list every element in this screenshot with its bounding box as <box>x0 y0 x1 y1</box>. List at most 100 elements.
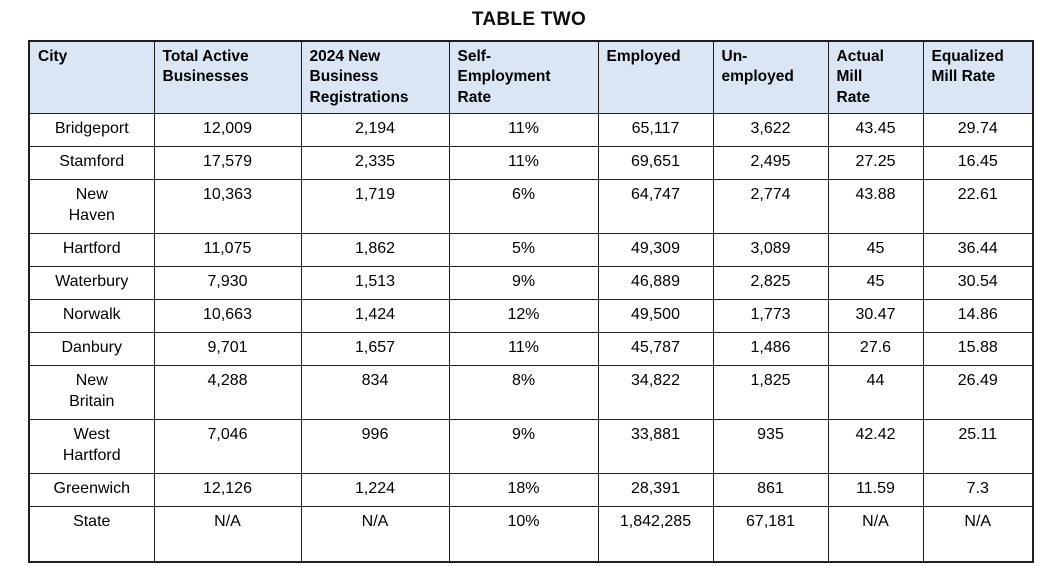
table-cell: 12% <box>448 298 599 333</box>
header-row: City Total Active Businesses 2024 New Busi… <box>28 40 1034 114</box>
table-cell: 33,881 <box>597 418 714 474</box>
table-row: Stamford 17,579 2,335 11% 69,651 2,495 27.25 16… <box>28 145 1034 180</box>
table-cell: 8% <box>448 364 599 420</box>
table-cell: 28,391 <box>597 472 714 507</box>
table-cell: 30.47 <box>827 298 924 333</box>
table-cell: 1,424 <box>300 298 450 333</box>
table-cell: 9,701 <box>153 331 302 366</box>
table-cell: 1,825 <box>712 364 829 420</box>
table-row: Bridgeport 12,009 2,194 11% 65,117 3,622 43.45… <box>28 112 1034 147</box>
table-row: Waterbury 7,930 1,513 9% 46,889 2,825 45 30.54 <box>28 265 1034 300</box>
table-cell: 12,126 <box>153 472 302 507</box>
table-cell: Bridgeport <box>28 112 155 147</box>
table-header: City Total Active Businesses 2024 New Busi… <box>28 40 1034 114</box>
table-row: New Haven 10,363 1,719 6% 64,747 2,774 43.88 22… <box>28 178 1034 234</box>
table-cell: 1,862 <box>300 232 450 267</box>
table-cell: 1,513 <box>300 265 450 300</box>
table-cell: 49,309 <box>597 232 714 267</box>
table-cell: 67,181 <box>712 505 829 563</box>
table-cell: 1,842,285 <box>597 505 714 563</box>
table-cell: 11.59 <box>827 472 924 507</box>
table-cell: N/A <box>922 505 1034 563</box>
table-cell: 27.25 <box>827 145 924 180</box>
table-cell: 861 <box>712 472 829 507</box>
table-cell: 27.6 <box>827 331 924 366</box>
table-row: Norwalk 10,663 1,424 12% 49,500 1,773 30.47 14.… <box>28 298 1034 333</box>
table-cell: 45 <box>827 232 924 267</box>
table-cell: 29.74 <box>922 112 1034 147</box>
table-cell: Greenwich <box>28 472 155 507</box>
table-cell: 5% <box>448 232 599 267</box>
table-cell: Stamford <box>28 145 155 180</box>
table-cell: 1,657 <box>300 331 450 366</box>
table-cell: 1,773 <box>712 298 829 333</box>
header-cell: Un- employed <box>712 40 829 114</box>
table-cell: 42.42 <box>827 418 924 474</box>
table-row: Danbury 9,701 1,657 11% 45,787 1,486 27.6 15.88 <box>28 331 1034 366</box>
table-cell: 10,363 <box>153 178 302 234</box>
table-cell: 2,495 <box>712 145 829 180</box>
table-cell: Danbury <box>28 331 155 366</box>
header-cell: Self- Employment Rate <box>448 40 599 114</box>
table-body: Bridgeport 12,009 2,194 11% 65,117 3,622 43.45… <box>28 112 1034 563</box>
table-cell: N/A <box>300 505 450 563</box>
table-cell: New Haven <box>28 178 155 234</box>
table-cell: 49,500 <box>597 298 714 333</box>
table-row: West Hartford 7,046 996 9% 33,881 935 42.42 25.… <box>28 418 1034 474</box>
table-cell: 65,117 <box>597 112 714 147</box>
table-cell: 11% <box>448 331 599 366</box>
table-cell: 2,774 <box>712 178 829 234</box>
table-cell: 45,787 <box>597 331 714 366</box>
table-cell: 43.45 <box>827 112 924 147</box>
table-cell: 18% <box>448 472 599 507</box>
table-cell: 46,889 <box>597 265 714 300</box>
table-cell: 45 <box>827 265 924 300</box>
table-row: Greenwich 12,126 1,224 18% 28,391 861 11.59 7.3 <box>28 472 1034 507</box>
header-cell: Total Active Businesses <box>153 40 302 114</box>
table-cell: 64,747 <box>597 178 714 234</box>
table-cell: State <box>28 505 155 563</box>
table-cell: 10,663 <box>153 298 302 333</box>
table-cell: 36.44 <box>922 232 1034 267</box>
table-cell: 11% <box>448 112 599 147</box>
table-cell: 15.88 <box>922 331 1034 366</box>
table-cell: Waterbury <box>28 265 155 300</box>
header-cell: 2024 New Business Registrations <box>300 40 450 114</box>
table-row: New Britain 4,288 834 8% 34,822 1,825 44 26.49 <box>28 364 1034 420</box>
table-cell: 3,622 <box>712 112 829 147</box>
table-cell: 12,009 <box>153 112 302 147</box>
table-cell: 2,335 <box>300 145 450 180</box>
table-cell: Hartford <box>28 232 155 267</box>
table-cell: N/A <box>827 505 924 563</box>
data-table: City Total Active Businesses 2024 New Busi… <box>28 40 1034 563</box>
table-cell: 10% <box>448 505 599 563</box>
table-cell: 25.11 <box>922 418 1034 474</box>
table-cell: 834 <box>300 364 450 420</box>
table-cell: 9% <box>448 265 599 300</box>
table-cell: 9% <box>448 418 599 474</box>
table-title: TABLE TWO <box>471 9 587 30</box>
table-cell: N/A <box>153 505 302 563</box>
table-cell: 7,930 <box>153 265 302 300</box>
table-cell: 2,825 <box>712 265 829 300</box>
table-cell: 11% <box>448 145 599 180</box>
header-cell: Employed <box>597 40 714 114</box>
table-cell: 16.45 <box>922 145 1034 180</box>
table-cell: 44 <box>827 364 924 420</box>
table-cell: 43.88 <box>827 178 924 234</box>
header-cell: Equalized Mill Rate <box>922 40 1034 114</box>
table-cell: West Hartford <box>28 418 155 474</box>
table-cell: 3,089 <box>712 232 829 267</box>
table-cell: New Britain <box>28 364 155 420</box>
table-cell: 30.54 <box>922 265 1034 300</box>
header-cell: Actual Mill Rate <box>827 40 924 114</box>
table-cell: 17,579 <box>153 145 302 180</box>
table-cell: Norwalk <box>28 298 155 333</box>
table-cell: 7,046 <box>153 418 302 474</box>
table-cell: 4,288 <box>153 364 302 420</box>
table-cell: 69,651 <box>597 145 714 180</box>
table-cell: 6% <box>448 178 599 234</box>
table-cell: 1,486 <box>712 331 829 366</box>
table-cell: 14.86 <box>922 298 1034 333</box>
